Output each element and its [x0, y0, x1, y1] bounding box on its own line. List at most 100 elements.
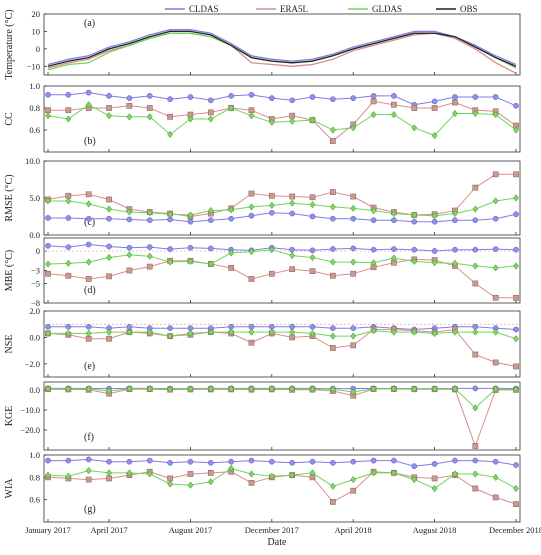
data-point: [249, 213, 254, 218]
data-point: [310, 459, 315, 464]
data-point: [432, 99, 437, 104]
data-point: [269, 96, 274, 101]
data-point: [86, 457, 91, 462]
data-point: [432, 476, 437, 481]
data-point: [452, 218, 457, 223]
data-point: [86, 259, 91, 265]
data-point: [45, 108, 50, 113]
data-point: [127, 217, 132, 222]
data-point: [229, 459, 234, 464]
data-point: [66, 198, 71, 204]
data-point: [290, 329, 295, 335]
data-point: [269, 271, 274, 276]
y-tick-label: 20: [32, 9, 41, 19]
y-tick-label: 0.6: [29, 125, 40, 135]
data-point: [473, 486, 478, 491]
data-point: [330, 460, 335, 465]
data-point: [188, 219, 193, 224]
series-gldas: [45, 195, 518, 219]
data-point: [473, 185, 478, 190]
data-point: [330, 259, 335, 265]
y-tick-label: 10: [32, 26, 41, 36]
y-tick-label: −3: [31, 266, 40, 276]
y-tick-label: 10.0: [25, 156, 40, 166]
data-point: [66, 116, 71, 122]
series-line: [48, 93, 516, 106]
panel-label: (a): [84, 18, 95, 29]
data-point: [310, 201, 315, 207]
data-point: [208, 470, 213, 475]
data-point: [269, 202, 274, 208]
data-point: [86, 90, 91, 95]
legend-item-cldas: CLDAS: [165, 4, 219, 14]
x-tick-label: April 2018: [335, 525, 372, 535]
y-tick-label: 0: [36, 44, 40, 54]
data-point: [106, 113, 111, 119]
data-point: [493, 495, 498, 500]
data-point: [473, 329, 478, 335]
legend-item-era5l: ERA5L: [256, 4, 308, 14]
series-gldas: [45, 328, 518, 342]
data-point: [249, 276, 254, 281]
data-point: [330, 345, 335, 350]
data-point: [290, 194, 295, 199]
y-axis-label: KGE: [4, 406, 15, 427]
panel-label: (f): [84, 432, 94, 443]
data-point: [249, 340, 254, 345]
data-point: [391, 102, 396, 107]
y-tick-label: −10: [27, 61, 40, 71]
y-tick-label: 0.8: [29, 103, 40, 113]
data-point: [351, 194, 356, 199]
data-point: [45, 243, 50, 248]
data-point: [513, 327, 518, 332]
legend-item-gldas: GLDAS: [348, 4, 402, 14]
data-point: [147, 253, 152, 259]
series-line: [48, 327, 516, 330]
data-point: [330, 246, 335, 251]
legend-label: ERA5L: [280, 4, 308, 14]
y-tick-label: 0: [36, 246, 40, 256]
series-era5l: [45, 469, 518, 507]
data-point: [351, 488, 356, 493]
data-point: [513, 295, 518, 300]
data-point: [127, 114, 132, 120]
series-cldas: [45, 90, 518, 108]
data-point: [290, 267, 295, 272]
data-point: [86, 192, 91, 197]
data-point: [290, 113, 295, 118]
data-point: [473, 458, 478, 463]
data-point: [310, 195, 315, 200]
data-point: [127, 96, 132, 101]
data-point: [66, 215, 71, 220]
x-tick-label: August 2018: [413, 525, 457, 535]
data-point: [229, 265, 234, 270]
x-axis-label: Date: [268, 537, 287, 548]
data-point: [493, 295, 498, 300]
data-point: [493, 94, 498, 99]
data-point: [371, 247, 376, 252]
data-point: [493, 459, 498, 464]
data-point: [351, 205, 356, 211]
data-point: [208, 218, 213, 223]
y-tick-label: 0.6: [29, 495, 40, 505]
data-point: [351, 476, 356, 482]
series-line: [48, 33, 516, 70]
data-point: [249, 480, 254, 485]
y-axis-label: CC: [4, 112, 15, 126]
data-point: [249, 458, 254, 463]
data-point: [473, 443, 478, 448]
data-point: [249, 191, 254, 196]
data-point: [310, 254, 315, 260]
data-point: [208, 110, 213, 115]
data-point: [371, 218, 376, 223]
data-point: [66, 260, 71, 266]
data-point: [493, 198, 498, 204]
y-axis-label: WIA: [4, 478, 15, 499]
data-point: [473, 471, 478, 477]
data-point: [513, 263, 518, 269]
legend-label: CLDAS: [189, 4, 219, 14]
data-point: [249, 204, 254, 210]
data-point: [452, 247, 457, 252]
